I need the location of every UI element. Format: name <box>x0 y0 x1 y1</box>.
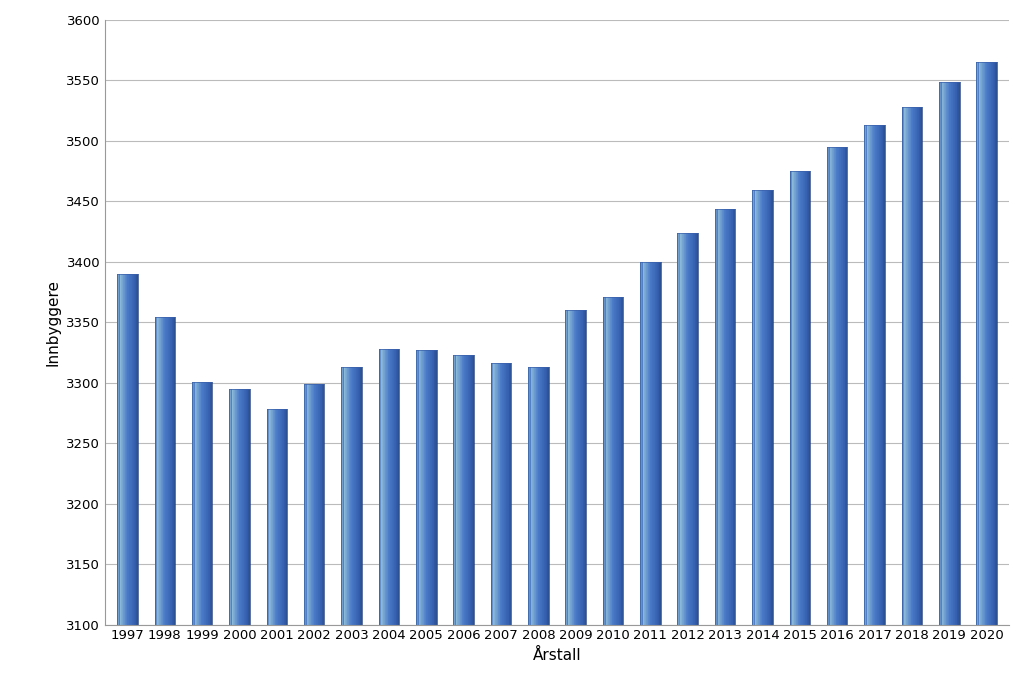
Y-axis label: Innbyggere: Innbyggere <box>46 279 60 366</box>
X-axis label: Årstall: Årstall <box>532 648 582 663</box>
